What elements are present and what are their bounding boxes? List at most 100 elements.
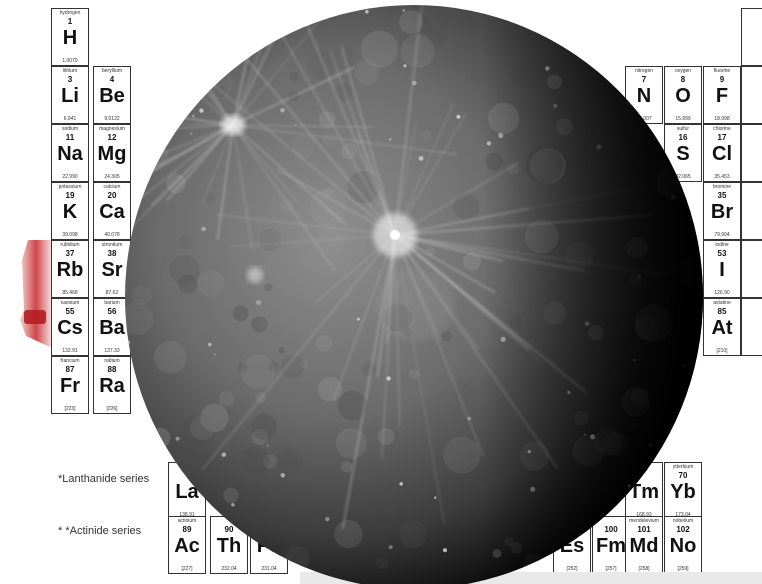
bright-speck [232, 566, 236, 569]
atomic-mass: 1.0079 [62, 58, 78, 64]
element-symbol: No [669, 535, 697, 557]
element-name: caesium [60, 300, 80, 306]
element-cell-i: iodine 53 I 126.90 [703, 240, 741, 298]
atomic-number: 89 [182, 525, 192, 534]
atomic-mass: 232.04 [221, 566, 237, 572]
atomic-mass: 18.998 [714, 116, 730, 122]
atomic-mass: 22.990 [62, 174, 78, 180]
atomic-number: 1 [67, 17, 73, 26]
element-cell-th: 90 Th 232.04 [210, 516, 248, 574]
atomic-mass: 168.93 [636, 512, 652, 518]
element-name: sulfur [676, 126, 690, 132]
bright-speck [686, 170, 688, 173]
bright-speck [239, 550, 244, 555]
atomic-mass: 87.62 [105, 290, 119, 296]
element-symbol: N [636, 85, 652, 107]
element-name: iodine [715, 242, 729, 248]
atomic-number: 56 [107, 307, 117, 316]
element-cell-ba: barium 56 Ba 137.33 [93, 298, 131, 356]
atomic-number: 9 [719, 75, 725, 84]
element-name: beryllium [101, 68, 122, 74]
element-name: oxygen [674, 68, 692, 74]
atomic-mass: 85.468 [62, 290, 78, 296]
element-cell-rb: rubidium 37 Rb 85.468 [51, 240, 89, 298]
element-symbol: Fm [596, 535, 626, 557]
bright-speck [635, 30, 640, 35]
atomic-number: 101 [637, 525, 651, 534]
element-symbol: K [62, 201, 78, 223]
atomic-number: 19 [65, 191, 75, 200]
element-cell-o: oxygen 8 O 15.999 [664, 66, 702, 124]
element-name: lithium [62, 68, 78, 74]
crater [500, 6, 507, 13]
atomic-number: 100 [604, 525, 618, 534]
crater [204, 568, 214, 578]
bright-speck [129, 201, 134, 206]
element-symbol: Cl [712, 143, 732, 165]
atomic-mass: [226] [106, 406, 118, 412]
element-cell-no: nobelium 102 No [259] [664, 516, 702, 574]
bright-speck [324, 14, 328, 17]
atomic-number: 35 [717, 191, 727, 200]
element-name: actinium [177, 518, 197, 524]
atomic-mass: 137.33 [104, 348, 120, 354]
atomic-number: 70 [678, 471, 688, 480]
element-symbol: Ca [99, 201, 125, 223]
planet-mercury [125, 5, 703, 584]
crater [698, 9, 703, 17]
edge-cell-partial [741, 182, 762, 240]
crater [651, 96, 664, 109]
element-symbol: Tm [629, 481, 659, 503]
atomic-mass: 132.91 [62, 348, 78, 354]
element-cell-na: sodium 11 Na 22.990 [51, 124, 89, 182]
atomic-number: 85 [717, 307, 727, 316]
lanthanide-series-label: *Lanthanide series [58, 473, 150, 485]
element-symbol: O [675, 85, 691, 107]
element-symbol: Mg [97, 143, 127, 165]
element-symbol: Ac [174, 535, 200, 557]
atomic-number: 88 [107, 365, 117, 374]
element-cell-mg: magnesium 12 Mg 24.305 [93, 124, 131, 182]
atomic-number: 102 [676, 525, 690, 534]
element-cell-f: fluorine 9 F 18.998 [703, 66, 741, 124]
element-name: chlorine [713, 126, 731, 132]
bright-speck [647, 117, 653, 123]
atomic-mass: [210] [716, 348, 728, 354]
atomic-mass: [258] [638, 566, 650, 572]
bright-speck [647, 471, 650, 474]
atomic-mass: [252] [566, 566, 578, 572]
bright-speck [615, 22, 617, 25]
bright-speck [581, 12, 586, 17]
atomic-number: 38 [107, 249, 117, 258]
element-cell-ca: calcium 20 Ca 40.078 [93, 182, 131, 240]
element-name: ytterbium [672, 464, 694, 470]
bright-speck [633, 79, 636, 82]
atomic-number: 11 [65, 133, 75, 142]
atomic-mass: 231.04 [261, 566, 277, 572]
element-cell-li: lithium 3 Li 6.941 [51, 66, 89, 124]
atomic-mass: 15.999 [675, 116, 691, 122]
crater [667, 529, 702, 564]
element-symbol: Ba [99, 317, 125, 339]
element-cell-sr: strontium 38 Sr 87.62 [93, 240, 131, 298]
crater [689, 155, 698, 164]
element-symbol: Rb [56, 259, 84, 281]
element-symbol: Na [57, 143, 83, 165]
crater [166, 38, 179, 51]
edge-cell-partial [741, 124, 762, 182]
atomic-mass: [227] [181, 566, 193, 572]
element-symbol: Be [99, 85, 125, 107]
element-cell-ac: actinium 89 Ac [227] [168, 516, 206, 574]
element-cell-h: hydrogen 1 H 1.0079 [51, 8, 89, 66]
crater [167, 23, 187, 43]
element-symbol: Br [710, 201, 734, 223]
element-symbol: I [719, 259, 725, 281]
element-cell-cs: caesium 55 Cs 132.91 [51, 298, 89, 356]
element-name: rubidium [60, 242, 80, 248]
crater [665, 453, 702, 490]
bright-speck [172, 472, 175, 476]
element-name: mendelevium [629, 518, 659, 524]
bright-speck [692, 383, 697, 388]
element-symbol: Yb [670, 481, 696, 503]
crater [208, 16, 245, 53]
